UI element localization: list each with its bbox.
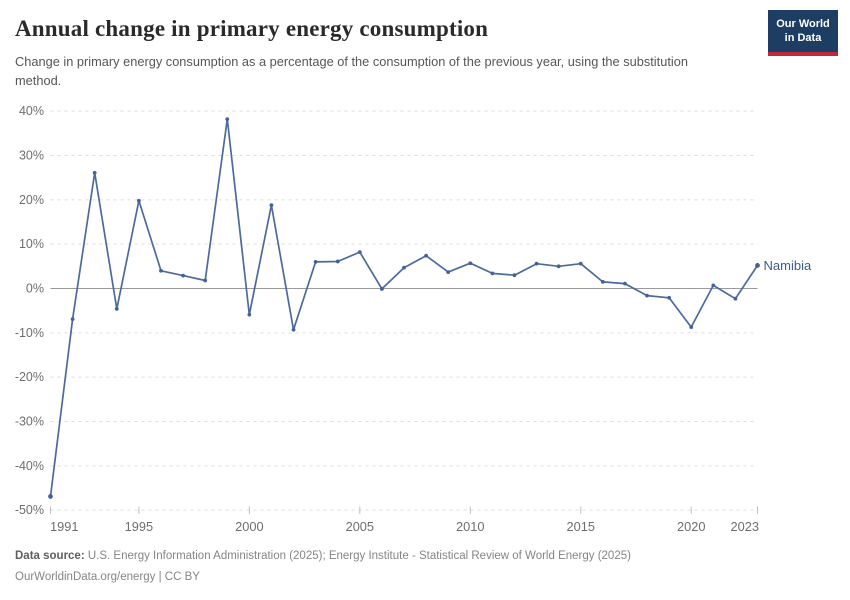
data-point[interactable] [203, 278, 208, 283]
data-point[interactable] [380, 287, 384, 291]
chart-title: Annual change in primary energy consumpt… [15, 16, 489, 41]
data-point[interactable] [600, 279, 605, 284]
data-point[interactable] [313, 260, 318, 264]
data-point[interactable] [556, 264, 561, 269]
data-point[interactable] [402, 265, 406, 270]
x-tick-label: 2023 [731, 519, 759, 534]
data-point[interactable] [114, 306, 119, 311]
data-point[interactable] [225, 117, 230, 122]
y-tick-label: 30% [19, 149, 44, 163]
data-point[interactable] [490, 271, 495, 276]
x-tick-label: 2015 [567, 519, 595, 534]
line-chart-plot-area[interactable]: -50% -40% -30% -20% -10% 0% 10% 20% 30% 40% 1991 19… [0, 0, 850, 545]
data-point[interactable] [755, 263, 760, 268]
data-point[interactable] [159, 268, 163, 273]
license-line: OurWorldinData.org/energy | CC BY [15, 570, 200, 583]
datasource-line: Data source: U.S. Energy Information Adm… [15, 546, 631, 567]
data-point[interactable] [667, 295, 672, 300]
owid-logo-line1: Our World [776, 18, 830, 30]
x-tick-label: 2010 [456, 519, 484, 534]
chart-footer: Data source: U.S. Energy Information Adm… [15, 546, 631, 588]
entity-label[interactable]: Namibia [764, 258, 812, 273]
x-tick-label: 1991 [50, 519, 78, 534]
y-tick-label: 20% [19, 193, 44, 207]
data-point[interactable] [269, 203, 274, 208]
data-point[interactable] [48, 494, 53, 499]
datasource-label: Data source: [15, 550, 85, 562]
data-point[interactable] [446, 270, 451, 274]
data-line[interactable] [49, 118, 759, 498]
y-tick-label: 10% [19, 237, 44, 251]
data-point[interactable] [689, 325, 694, 329]
y-tick-label: -40% [15, 459, 44, 473]
data-point[interactable] [711, 283, 716, 288]
y-tick-label: -30% [15, 414, 44, 428]
data-point[interactable] [181, 273, 185, 278]
owid-logo: Our World in Data [768, 10, 838, 56]
owid-logo-line2: in Data [784, 32, 822, 45]
data-point[interactable] [733, 296, 738, 301]
x-tick-label: 2005 [346, 519, 374, 534]
datasource-text: U.S. Energy Information Administration (… [84, 550, 631, 562]
data-point[interactable] [623, 281, 627, 286]
y-tick-label: 0% [26, 282, 44, 296]
data-point[interactable] [247, 312, 252, 317]
data-point[interactable] [291, 327, 296, 332]
data-point[interactable] [578, 261, 583, 266]
data-point[interactable] [645, 293, 649, 298]
y-tick-label: -50% [15, 503, 44, 517]
x-tick-label: 1995 [125, 519, 153, 534]
data-point[interactable] [512, 273, 517, 278]
x-tick-label: 2020 [677, 519, 705, 534]
data-point[interactable] [92, 170, 97, 175]
data-point[interactable] [424, 253, 428, 258]
data-point[interactable] [357, 250, 362, 255]
data-point[interactable] [335, 259, 340, 264]
data-point[interactable] [468, 261, 473, 266]
data-point[interactable] [136, 198, 141, 203]
x-tick-label: 2000 [235, 519, 263, 534]
owid-logo-stripe [768, 51, 838, 56]
y-tick-label: -20% [15, 370, 44, 384]
y-tick-label: 40% [19, 104, 44, 118]
data-point[interactable] [534, 261, 539, 266]
y-tick-label: -10% [15, 326, 44, 340]
data-point[interactable] [70, 317, 75, 321]
chart-subtitle: Change in primary energy consumption as … [15, 54, 688, 89]
